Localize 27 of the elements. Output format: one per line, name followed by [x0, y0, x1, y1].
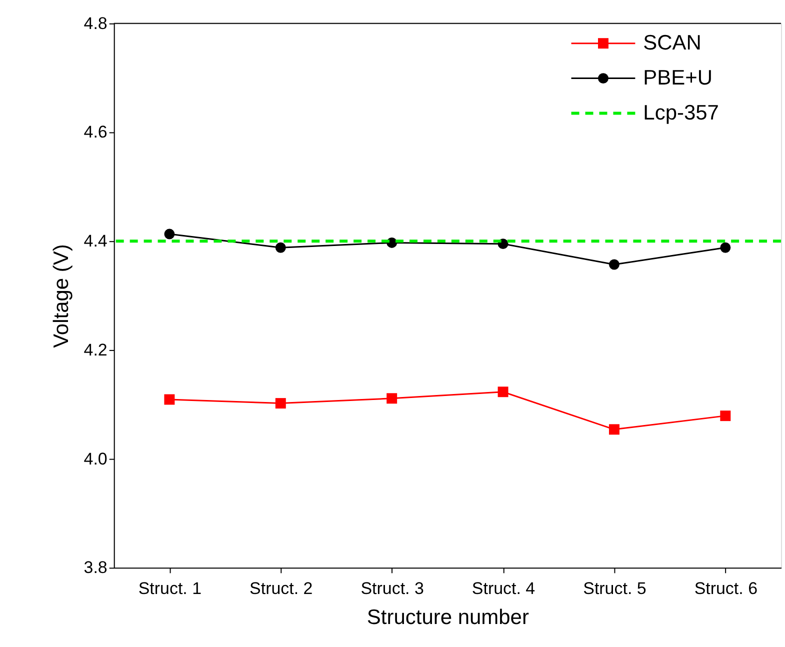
x-tick-label: Struct. 4: [472, 579, 536, 598]
y-tick-label: 4.4: [84, 232, 108, 251]
x-tick-label: Struct. 5: [583, 579, 646, 598]
point: [386, 393, 398, 404]
point: [275, 242, 286, 253]
x-tick-label: Struct. 2: [250, 579, 313, 598]
legend-label: SCAN: [643, 31, 702, 54]
point: [275, 398, 286, 409]
x-axis-title: Structure number: [366, 606, 529, 630]
y-tick-label: 3.8: [84, 558, 108, 578]
x-tick-label: Struct. 3: [360, 579, 424, 598]
point: [608, 424, 620, 435]
point: [498, 386, 508, 398]
y-tick-label: 4.2: [84, 340, 108, 360]
point: [608, 259, 620, 270]
point: [164, 228, 175, 240]
y-tick-label: 4.6: [84, 122, 108, 142]
point: [164, 394, 175, 405]
y-tick-label: 4.8: [84, 14, 108, 33]
y-axis-title: Voltage (V): [50, 244, 73, 348]
legend-label: PBE+U: [643, 66, 713, 90]
point: [720, 410, 731, 422]
legend-label: Lcp-357: [643, 101, 719, 124]
x-tick-label: Struct. 1: [138, 579, 202, 598]
y-tick-label: 4.0: [84, 449, 108, 468]
point: [720, 242, 731, 253]
x-tick-label: Struct. 6: [694, 579, 758, 598]
